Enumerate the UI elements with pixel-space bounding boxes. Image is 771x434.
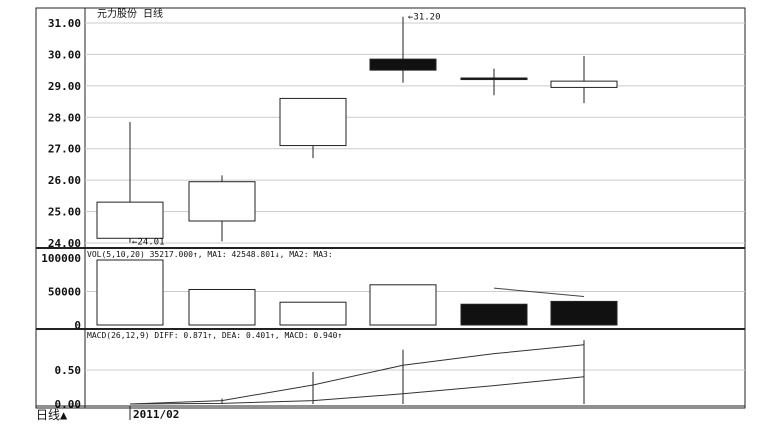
low-annotation: ←24.01	[132, 238, 165, 248]
volume-title: VOL(5,10,20) 35217.000↑, MA1: 42548.801↓…	[87, 250, 333, 259]
y-tick-label: 0.50	[55, 364, 82, 377]
candle-body	[460, 77, 528, 81]
candle-body	[550, 80, 618, 88]
volume-bar	[188, 288, 256, 326]
chart-title: 元力股份 日线	[97, 7, 163, 20]
y-tick-label: 29.00	[48, 80, 81, 93]
frame	[35, 7, 746, 409]
volume-bar	[550, 300, 618, 326]
macd-line-dea	[129, 376, 585, 405]
macd-title: MACD(26,12,9) DIFF: 0.871↑, DEA: 0.401↑,…	[87, 331, 342, 340]
macd-line-diff	[129, 344, 585, 405]
candle-body	[369, 58, 437, 71]
y-tick-label: 0.00	[55, 398, 82, 411]
candle-body	[279, 97, 347, 147]
y-tick-label: 30.00	[48, 48, 81, 61]
y-tick-label: 100000	[41, 252, 81, 265]
y-tick-label: 24.00	[48, 237, 81, 250]
volume-bar	[460, 303, 528, 326]
high-annotation: ←31.20	[408, 13, 441, 23]
y-tick-label: 0	[74, 319, 81, 332]
y-tick-label: 28.00	[48, 111, 81, 124]
period-label: 日线▲	[36, 408, 68, 422]
date-label: 2011/02	[133, 408, 179, 421]
y-tick-label: 27.00	[48, 143, 81, 156]
volume-bar	[369, 284, 437, 326]
y-tick-label: 25.00	[48, 206, 81, 219]
y-tick-label: 26.00	[48, 174, 81, 187]
y-tick-label: 31.00	[48, 17, 81, 30]
y-tick-label: 50000	[48, 286, 81, 299]
candle-body	[188, 181, 256, 222]
volume-ma-line	[493, 287, 585, 297]
volume-bar	[279, 301, 347, 326]
volume-bar	[96, 259, 164, 326]
candle-body	[96, 201, 164, 239]
